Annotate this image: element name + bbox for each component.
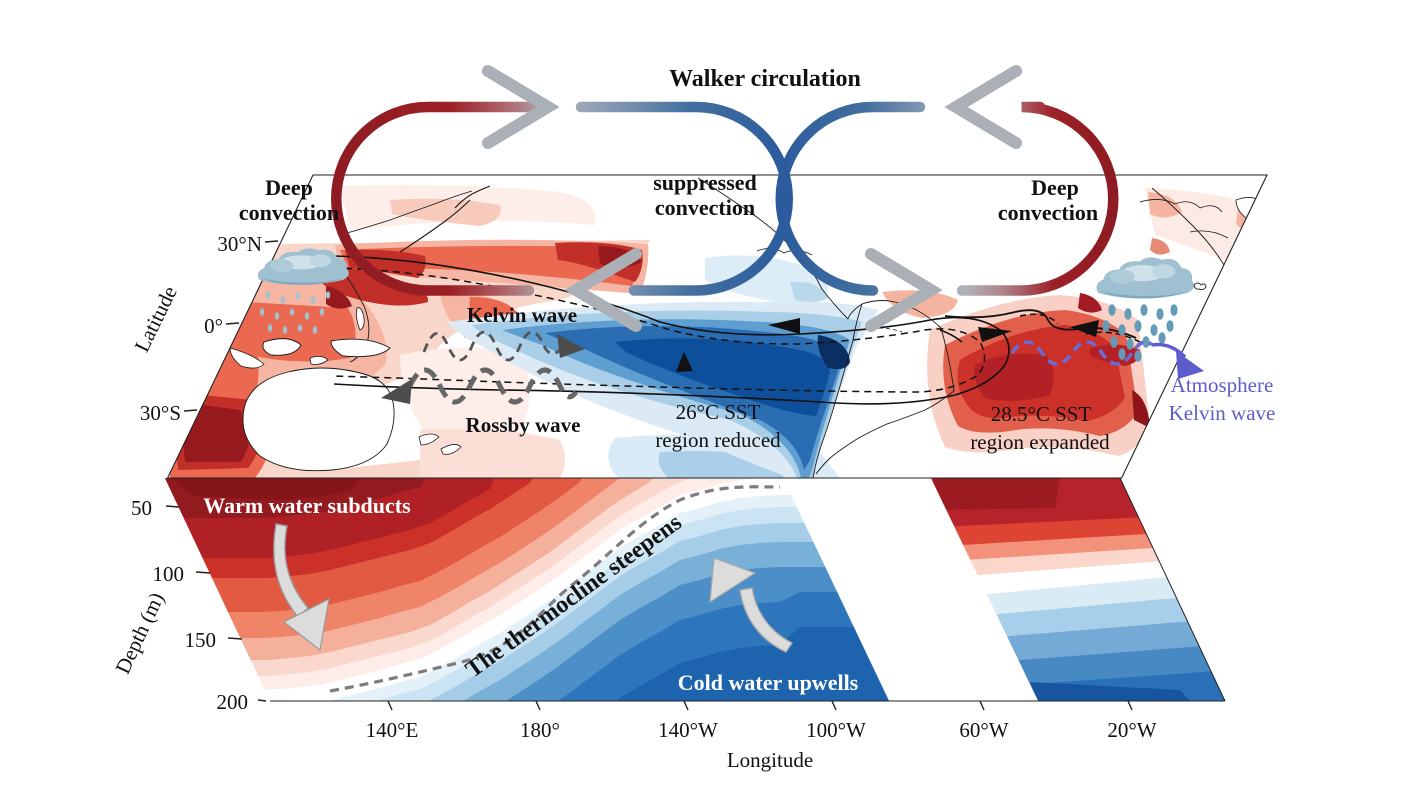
svg-text:150: 150 (185, 628, 217, 652)
svg-text:30°N: 30°N (217, 232, 262, 256)
svg-text:180°: 180° (520, 718, 560, 742)
svg-text:30°S: 30°S (140, 401, 181, 425)
svg-text:28.5°C SST: 28.5°C SST (991, 402, 1092, 426)
svg-text:Warm water subducts: Warm water subducts (203, 493, 411, 518)
svg-text:100: 100 (153, 562, 185, 586)
svg-text:Deep: Deep (265, 175, 313, 200)
svg-text:Kelvin wave: Kelvin wave (467, 303, 577, 327)
svg-text:Atmosphere: Atmosphere (1171, 373, 1274, 397)
svg-text:convection: convection (998, 200, 1098, 225)
svg-text:60°W: 60°W (959, 718, 1008, 742)
svg-text:suppressed: suppressed (653, 170, 757, 195)
svg-text:26°C SST: 26°C SST (676, 400, 761, 424)
svg-text:region expanded: region expanded (970, 430, 1110, 454)
svg-text:Walker circulation: Walker circulation (669, 66, 861, 92)
svg-text:200: 200 (217, 690, 249, 714)
svg-text:0°: 0° (204, 314, 223, 338)
svg-text:Latitude: Latitude (130, 282, 182, 355)
svg-text:Rossby wave: Rossby wave (466, 413, 581, 437)
svg-text:Depth (m): Depth (m) (110, 589, 168, 678)
svg-text:Deep: Deep (1031, 175, 1079, 200)
svg-text:Cold water upwells: Cold water upwells (678, 670, 859, 695)
svg-text:Kelvin wave: Kelvin wave (1169, 401, 1276, 425)
svg-text:Longitude: Longitude (727, 748, 813, 772)
svg-text:convection: convection (239, 200, 339, 225)
svg-text:140°E: 140°E (366, 718, 419, 742)
svg-text:convection: convection (655, 195, 755, 220)
svg-text:140°W: 140°W (658, 718, 718, 742)
svg-text:50: 50 (131, 496, 152, 520)
svg-text:100°W: 100°W (806, 718, 866, 742)
svg-text:20°W: 20°W (1107, 718, 1156, 742)
svg-text:region reduced: region reduced (655, 428, 781, 452)
